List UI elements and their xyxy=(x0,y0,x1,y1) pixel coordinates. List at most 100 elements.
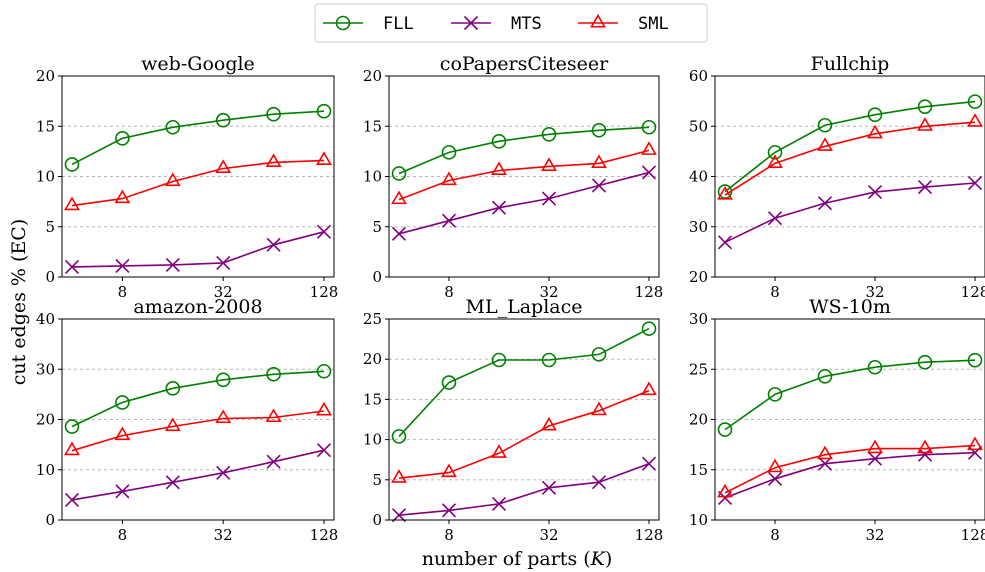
y-tick-label: 25 xyxy=(363,310,382,328)
y-tick-label: 20 xyxy=(363,350,382,368)
subplot-title: amazon-2008 xyxy=(133,296,262,318)
data-point-fll xyxy=(316,103,332,119)
subplot-copapersciteseer: 0 5 10 15 20 8 32 128 coPapersCiteseer xyxy=(363,53,663,301)
series-line-mts xyxy=(71,449,325,501)
legend-marker-sml xyxy=(590,13,606,28)
data-point-mts xyxy=(917,447,933,462)
y-tick-label: 30 xyxy=(36,360,55,378)
legend-label-sml: SML xyxy=(638,14,669,34)
data-point-fll xyxy=(64,419,80,434)
data-point-sml xyxy=(817,137,833,151)
subplot-title: ML_Laplace xyxy=(466,296,583,318)
data-point-fll xyxy=(817,368,833,384)
data-point-sml xyxy=(215,409,232,424)
y-tick-label: 15 xyxy=(36,117,55,135)
data-point-fll xyxy=(115,395,130,410)
series-sml xyxy=(64,151,332,211)
legend-label-mts: MTS xyxy=(511,14,542,34)
data-point-fll xyxy=(64,157,80,172)
data-point-fll xyxy=(316,363,332,379)
y-tick-label: 10 xyxy=(363,431,382,449)
data-point-fll xyxy=(917,99,933,114)
series-line-mts xyxy=(71,231,325,268)
data-point-sml xyxy=(441,171,457,186)
y-tick-label: 10 xyxy=(36,461,55,479)
data-point-mts xyxy=(641,456,657,471)
data-point-mts xyxy=(316,443,332,458)
series-fll xyxy=(391,119,657,181)
data-point-fll xyxy=(491,134,507,149)
data-point-fll xyxy=(541,126,557,142)
data-point-sml xyxy=(491,444,507,458)
y-tick-label: 40 xyxy=(689,168,708,186)
data-point-sml xyxy=(215,159,232,174)
data-point-fll xyxy=(817,117,833,133)
data-point-sml xyxy=(64,441,80,456)
data-point-mts xyxy=(266,237,281,252)
y-tick-label: 25 xyxy=(689,360,708,378)
series-fll xyxy=(391,321,657,444)
data-point-sml xyxy=(917,117,933,131)
series-line-mts xyxy=(724,451,976,499)
data-point-sml xyxy=(767,154,783,168)
data-point-fll xyxy=(641,321,657,336)
y-tick-label: 0 xyxy=(372,511,382,529)
data-point-mts xyxy=(867,451,883,466)
y-tick-label: 10 xyxy=(36,168,55,186)
x-tick-label: 32 xyxy=(539,283,558,301)
x-tick-label: 32 xyxy=(214,526,233,544)
data-point-sml xyxy=(441,463,457,478)
data-point-fll xyxy=(441,375,457,390)
series-sml xyxy=(717,436,983,498)
data-point-fll xyxy=(641,119,657,135)
subplot-amazon-2008: 0 10 20 30 40 8 32 128 amazon-2008 xyxy=(36,296,338,544)
series-sml xyxy=(717,113,983,200)
series-mts xyxy=(391,456,657,523)
subplot-title: coPapersCiteseer xyxy=(440,53,609,75)
legend-entry-sml: SML xyxy=(578,13,669,34)
data-point-sml xyxy=(917,439,933,454)
data-point-sml xyxy=(391,190,407,205)
data-point-mts xyxy=(64,259,80,275)
y-tick-label: 5 xyxy=(372,218,382,236)
series-mts xyxy=(391,165,657,241)
y-tick-label: 30 xyxy=(689,310,708,328)
y-tick-label: 20 xyxy=(689,268,708,286)
subplot-fullchip: 20 30 40 50 60 8 32 128 Fullchip xyxy=(689,53,985,301)
x-tick-label: 128 xyxy=(310,526,339,544)
data-point-fll xyxy=(967,352,983,368)
x-tick-label: 32 xyxy=(539,526,558,544)
y-tick-label: 30 xyxy=(689,218,708,236)
data-point-mts xyxy=(391,226,407,241)
y-tick-label: 60 xyxy=(689,67,708,85)
data-point-mts xyxy=(491,200,507,215)
series-line-fll xyxy=(398,126,650,175)
data-point-mts xyxy=(717,235,733,250)
x-tick-label: 32 xyxy=(214,283,233,301)
x-tick-label: 8 xyxy=(770,283,780,301)
data-point-sml xyxy=(491,161,507,176)
data-point-sml xyxy=(164,417,181,432)
data-point-mts xyxy=(967,175,983,191)
x-tick-label: 128 xyxy=(961,526,985,544)
data-point-mts xyxy=(591,178,607,193)
data-point-mts xyxy=(817,456,833,471)
data-point-fll xyxy=(165,119,181,135)
data-point-fll xyxy=(767,387,783,402)
data-point-fll xyxy=(541,352,557,368)
data-point-fll xyxy=(391,429,407,444)
data-point-mts xyxy=(967,445,983,460)
data-point-mts xyxy=(316,224,332,239)
series-line-fll xyxy=(398,327,650,437)
data-point-sml xyxy=(767,458,783,473)
legend-marker-mts xyxy=(463,15,479,31)
data-point-fll xyxy=(967,94,983,109)
y-tick-label: 40 xyxy=(36,310,55,328)
y-tick-label: 15 xyxy=(689,461,708,479)
x-tick-label: 8 xyxy=(118,526,128,544)
series-fll xyxy=(717,94,983,199)
data-point-sml xyxy=(541,157,557,171)
data-point-sml xyxy=(967,113,983,127)
data-point-sml xyxy=(641,381,657,396)
series-line-mts xyxy=(398,462,650,516)
